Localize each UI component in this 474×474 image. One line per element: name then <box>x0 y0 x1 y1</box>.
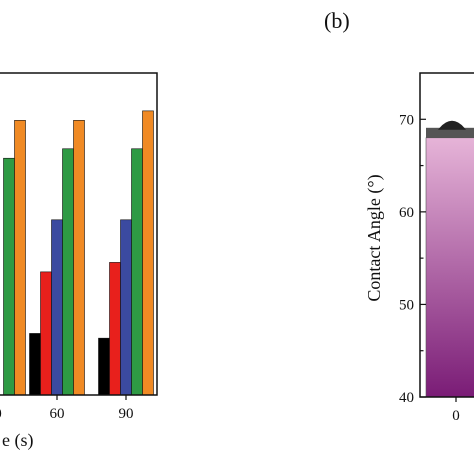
left-plot-frame <box>0 72 158 396</box>
right-x-ticks: 0 <box>452 397 460 424</box>
right-y-axis: 40 50 60 70 <box>399 72 474 406</box>
left-bar-90-s0 <box>98 337 110 396</box>
left-bar-90-s4 <box>142 110 154 396</box>
panel-label-b: (b) <box>324 8 350 33</box>
left-bar-0-s3 <box>3 157 15 396</box>
left-bar-60-s1 <box>40 271 52 396</box>
droplet-substrate <box>426 127 474 138</box>
left-bars-group <box>3 110 154 396</box>
water-droplet-icon <box>438 120 466 130</box>
left-bar-90-s2 <box>120 219 132 396</box>
right-x-tick-label: 0 <box>452 408 460 424</box>
right-chart-panel: (b) 40 50 60 70 0 Contact Angle (°) <box>324 8 474 424</box>
left-chart-panel: 0 60 90 e (s) <box>0 72 158 451</box>
left-bar-0-s4 <box>14 120 26 396</box>
right-y-tick-label: 60 <box>399 205 414 221</box>
left-x-axis-title: e (s) <box>2 430 33 451</box>
right-bar-0 <box>425 137 474 398</box>
left-x-tick-label: 60 <box>50 406 65 422</box>
left-bar-60-s2 <box>51 219 63 396</box>
right-plot-frame <box>419 72 474 398</box>
right-y-tick-label: 70 <box>399 112 414 128</box>
left-bar-60-s4 <box>73 120 85 396</box>
right-bars-group <box>425 120 474 398</box>
left-x-ticks: 0 60 90 <box>0 395 134 422</box>
left-x-tick-label: 0 <box>0 406 2 422</box>
left-bar-60-s0 <box>29 333 41 396</box>
left-bar-90-s3 <box>131 148 143 396</box>
right-y-axis-title: Contact Angle (°) <box>364 174 385 301</box>
left-bar-90-s1 <box>109 262 121 396</box>
left-x-tick-label: 90 <box>119 406 134 422</box>
left-bar-60-s3 <box>62 148 74 396</box>
right-y-tick-label: 50 <box>399 297 414 313</box>
right-y-tick-label: 40 <box>399 390 414 406</box>
